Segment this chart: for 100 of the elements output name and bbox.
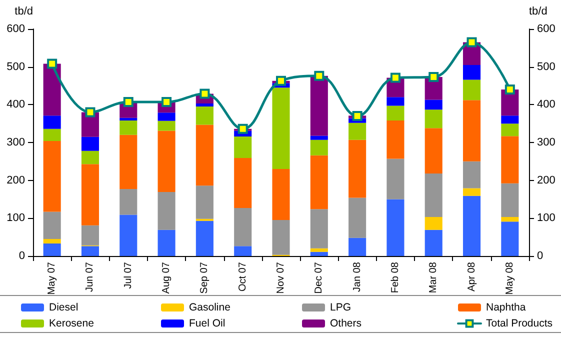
- y2-tick-label: 400: [537, 98, 556, 111]
- point: [314, 70, 324, 81]
- bar: [348, 140, 366, 198]
- bar: [386, 158, 404, 200]
- x-tick-label: Apr 08: [466, 262, 478, 292]
- point: [466, 37, 477, 48]
- bar: [43, 238, 61, 244]
- y-tick-label: 300: [6, 136, 25, 148]
- x-tick-label: Feb 08: [390, 262, 401, 294]
- bar: [81, 136, 100, 151]
- x-tick-label: May 07: [46, 262, 58, 295]
- bar: [196, 124, 214, 186]
- bar: [462, 80, 481, 100]
- bar: [310, 136, 328, 140]
- y2-tick-label: 100: [537, 212, 556, 224]
- bar: [424, 230, 442, 256]
- bar: [501, 217, 519, 222]
- bar: [234, 136, 252, 158]
- y2-tick-label: 600: [537, 23, 556, 35]
- y2-tick-label: 200: [537, 174, 556, 186]
- bar: [424, 100, 442, 110]
- bar: [501, 116, 519, 124]
- point: [200, 88, 210, 99]
- bar: [272, 220, 290, 255]
- x-tick-label: Dec 07: [314, 262, 325, 294]
- point: [390, 72, 400, 83]
- bar: [158, 112, 176, 121]
- bar: [386, 106, 404, 121]
- bar: [81, 225, 100, 246]
- x-tick-label: Nov 07: [276, 262, 286, 294]
- bar: [158, 120, 176, 131]
- bar: [81, 150, 100, 164]
- bar: [43, 116, 61, 129]
- bar: [462, 100, 481, 162]
- bar: [272, 168, 290, 220]
- y-tick-label: 0: [18, 250, 25, 262]
- bar: [348, 198, 366, 238]
- point: [123, 97, 134, 108]
- bar: [310, 248, 328, 252]
- y2-tick-label: 500: [537, 60, 556, 73]
- bar: [386, 97, 404, 106]
- bar: [462, 196, 481, 256]
- point: [428, 72, 439, 82]
- bar: [501, 183, 519, 218]
- x-tick-label: May 08: [504, 262, 516, 295]
- bar: [158, 130, 176, 192]
- legend-label: Total Products: [486, 318, 553, 330]
- point: [352, 111, 362, 122]
- bar: [43, 212, 61, 239]
- y-tick-label: 500: [6, 60, 25, 73]
- x-tick-label: Sep 07: [199, 262, 210, 294]
- bar: [158, 230, 176, 256]
- bar: [120, 214, 138, 256]
- x-tick-label: Aug 07: [161, 262, 172, 294]
- bar: [310, 155, 328, 210]
- y-axis-title: tb/d: [14, 6, 33, 18]
- point: [238, 124, 248, 134]
- x-tick-label: Jul 07: [122, 262, 134, 289]
- y2-tick-label: 300: [537, 136, 556, 148]
- bar: [462, 188, 481, 196]
- legend-label: Gasoline: [189, 302, 231, 314]
- bar: [234, 246, 252, 256]
- x-tick-label: Mar 08: [428, 262, 440, 294]
- y-tick-label: 400: [6, 98, 25, 111]
- y-tick-label: 600: [6, 23, 25, 35]
- bar: [196, 186, 214, 219]
- legend-label: Diesel: [49, 302, 78, 314]
- y-tick-label: 200: [6, 174, 25, 186]
- point: [276, 76, 286, 86]
- bar: [348, 122, 366, 140]
- bar: [386, 199, 404, 256]
- bar: [462, 161, 481, 188]
- bar: [120, 189, 138, 215]
- bar: [424, 174, 442, 218]
- bar: [234, 208, 252, 246]
- y-tick-label: 100: [6, 212, 25, 224]
- x-tick-label: Jun 07: [84, 262, 96, 292]
- bar: [43, 128, 61, 141]
- bar: [120, 120, 138, 135]
- point: [85, 107, 96, 118]
- bar: [81, 164, 100, 226]
- legend-label: Kerosene: [49, 318, 94, 330]
- bar: [43, 244, 61, 256]
- bar: [386, 120, 404, 159]
- point: [504, 84, 515, 95]
- bar: [310, 140, 328, 156]
- bar: [196, 106, 214, 125]
- bar: [310, 209, 328, 248]
- point: [47, 58, 58, 69]
- legend-label: LPG: [330, 302, 352, 314]
- y2-axis-title: tb/d: [529, 6, 548, 18]
- bar: [501, 124, 519, 136]
- bar: [501, 136, 519, 184]
- bar: [196, 104, 214, 107]
- legend-label: Naphtha: [486, 302, 526, 314]
- bar: [462, 64, 481, 80]
- x-tick-label: Oct 07: [237, 262, 248, 292]
- bar: [272, 88, 290, 169]
- bar: [310, 252, 328, 256]
- bar: [196, 220, 214, 256]
